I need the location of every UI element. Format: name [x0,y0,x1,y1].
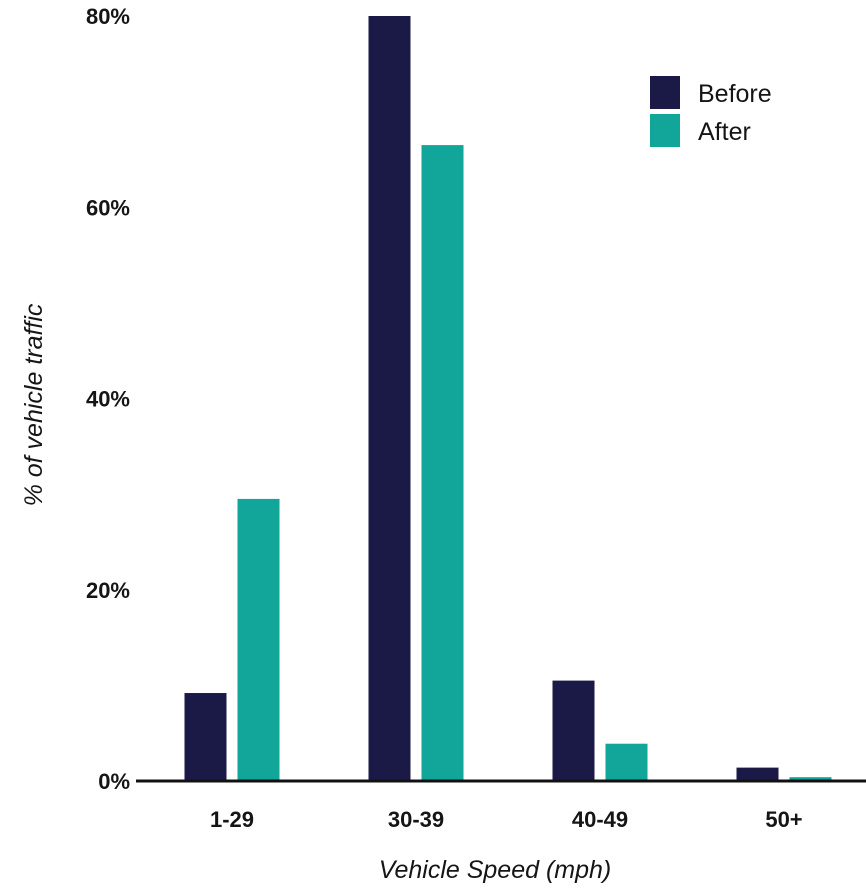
y-axis-title: % of vehicle traffic [20,303,48,506]
y-tick-label: 60% [86,195,130,220]
y-tick-label: 20% [86,578,130,603]
y-tick-label: 40% [86,387,130,412]
bar-before-50+ [736,767,779,781]
y-tick-label: 0% [98,769,130,794]
x-tick-label: 50+ [765,807,802,832]
y-tick-label: 80% [86,4,130,29]
legend: Before After [650,76,772,147]
x-tick-label: 1-29 [210,807,254,832]
x-axis-title: Vehicle Speed (mph) [379,856,612,884]
bar-after-50+ [789,777,832,781]
legend-swatch-after [650,114,680,147]
bar-before-40-49 [552,680,595,781]
x-tick-label: 30-39 [388,807,444,832]
bar-before-30-39 [368,16,411,781]
x-tick-label: 40-49 [572,807,628,832]
x-tick-labels: 1-29 30-39 40-49 50+ [210,807,803,832]
y-tick-labels: 0% 20% 40% 60% 80% [86,4,130,794]
bar-after-1-29 [237,498,280,781]
legend-label-after: After [698,118,751,146]
bar-after-40-49 [605,743,648,781]
bar-after-30-39 [421,145,464,781]
legend-label-before: Before [698,80,772,108]
bar-before-1-29 [184,693,227,781]
legend-swatch-before [650,76,680,109]
bars-group [184,16,832,781]
